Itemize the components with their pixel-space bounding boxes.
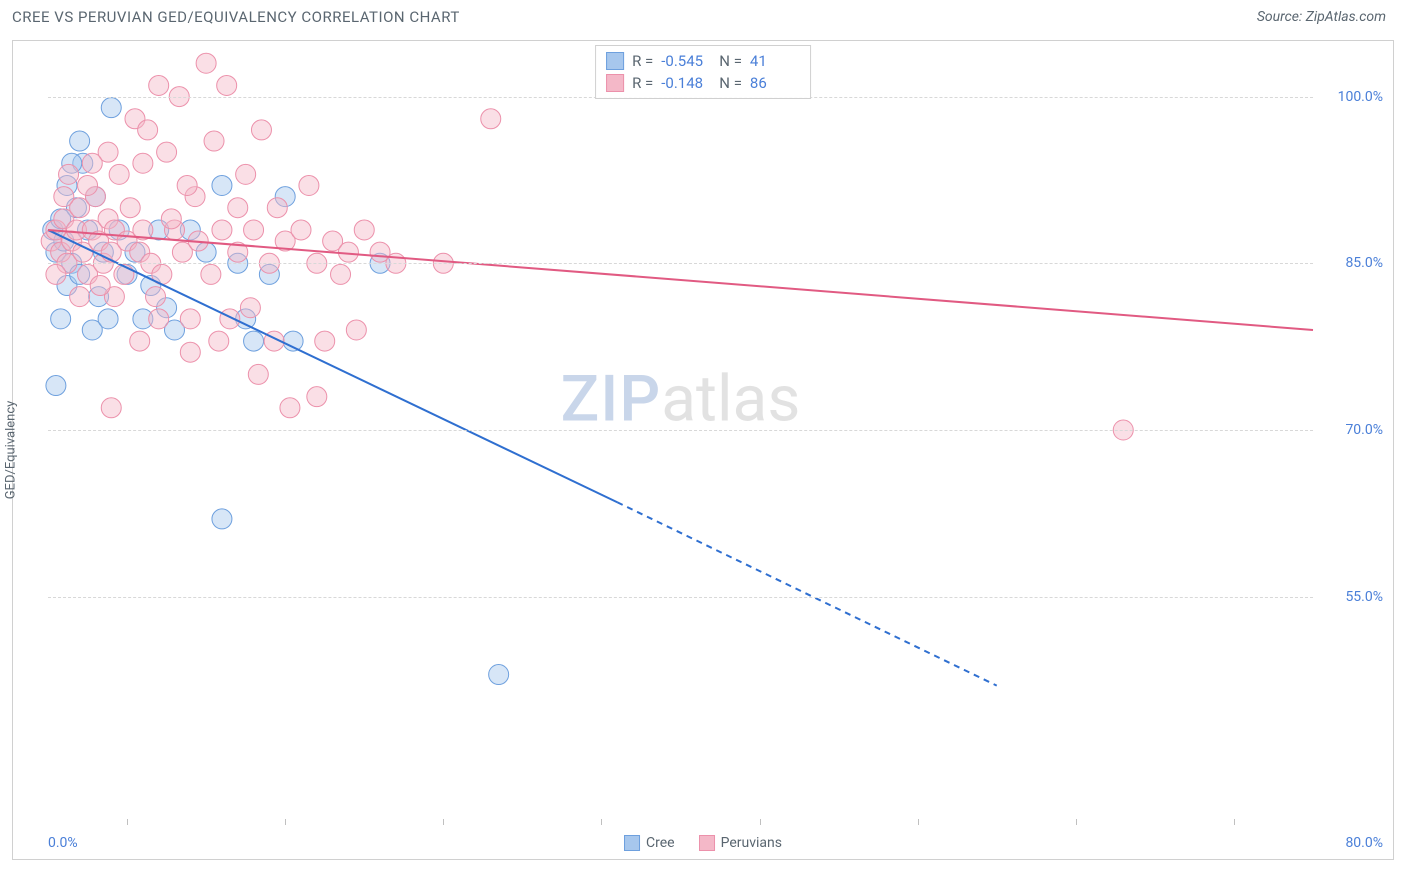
scatter-point <box>109 164 129 184</box>
scatter-point <box>101 98 121 118</box>
correlation-legend: R = -0.545 N = 41 R = -0.148 N = 86 <box>595 45 811 99</box>
scatter-point <box>133 153 153 173</box>
legend-label: Cree <box>646 835 675 851</box>
x-tick <box>443 819 444 825</box>
gridline <box>48 597 1313 598</box>
chart-header: CREE VS PERUVIAN GED/EQUIVALENCY CORRELA… <box>0 0 1406 30</box>
scatter-point <box>331 264 351 284</box>
stat-n-value: 86 <box>750 74 800 92</box>
gridline <box>48 263 1313 264</box>
scatter-point <box>220 309 240 329</box>
legend-swatch <box>624 835 640 851</box>
scatter-point <box>114 264 134 284</box>
scatter-point <box>149 75 169 95</box>
scatter-point <box>280 398 300 418</box>
y-tick-label: 85.0% <box>1345 255 1383 271</box>
scatter-point <box>130 331 150 351</box>
stat-r-value: -0.148 <box>661 74 711 92</box>
scatter-point <box>354 220 374 240</box>
scatter-point <box>138 120 158 140</box>
y-tick-label: 100.0% <box>1338 89 1383 105</box>
stat-r-label: R = <box>632 74 653 92</box>
scatter-point <box>157 142 177 162</box>
y-tick-label: 55.0% <box>1345 589 1383 605</box>
correlation-legend-row: R = -0.148 N = 86 <box>606 72 800 94</box>
scatter-point <box>101 398 121 418</box>
y-tick-label: 70.0% <box>1345 422 1383 438</box>
gridline <box>48 430 1313 431</box>
scatter-point <box>120 198 140 218</box>
legend-swatch <box>606 52 624 70</box>
x-tick <box>760 819 761 825</box>
chart-source: Source: ZipAtlas.com <box>1257 9 1386 25</box>
scatter-point <box>489 665 509 685</box>
scatter-point <box>248 364 268 384</box>
scatter-point <box>201 264 221 284</box>
legend-label: Peruvians <box>721 835 782 851</box>
scatter-point <box>70 287 90 307</box>
scatter-point <box>54 187 74 207</box>
scatter-point <box>180 309 200 329</box>
scatter-point <box>149 309 169 329</box>
scatter-point <box>291 220 311 240</box>
scatter-point <box>98 309 118 329</box>
scatter-point <box>70 131 90 151</box>
legend-swatch <box>606 74 624 92</box>
scatter-point <box>46 376 66 396</box>
scatter-point <box>244 220 264 240</box>
scatter-point <box>82 153 102 173</box>
y-axis-label: GED/Equivalency <box>4 401 19 500</box>
scatter-point <box>236 164 256 184</box>
scatter-point <box>177 175 197 195</box>
scatter-point <box>251 120 271 140</box>
legend-item: Cree <box>624 835 675 851</box>
chart-container: GED/Equivalency ZIPatlas 100.0%85.0%70.0… <box>12 40 1394 860</box>
correlation-legend-row: R = -0.545 N = 41 <box>606 50 800 72</box>
scatter-point <box>228 198 248 218</box>
scatter-point <box>315 331 335 351</box>
scatter-point <box>212 220 232 240</box>
scatter-point <box>481 109 501 129</box>
scatter-point <box>46 264 66 284</box>
scatter-point <box>307 387 327 407</box>
x-tick <box>1076 819 1077 825</box>
series-legend: Cree Peruvians <box>624 835 782 851</box>
stat-r-value: -0.545 <box>661 52 711 70</box>
scatter-point <box>212 509 232 529</box>
scatter-point <box>212 175 232 195</box>
x-tick <box>127 819 128 825</box>
stat-r-label: R = <box>632 52 653 70</box>
x-tick <box>285 819 286 825</box>
x-tick <box>918 819 919 825</box>
x-axis-max-label: 80.0% <box>1345 835 1383 851</box>
scatter-point <box>217 75 237 95</box>
regression-line-extrapolated <box>617 502 997 685</box>
scatter-point <box>78 175 98 195</box>
scatter-point <box>244 331 264 351</box>
scatter-point <box>59 164 79 184</box>
x-tick <box>601 819 602 825</box>
chart-title: CREE VS PERUVIAN GED/EQUIVALENCY CORRELA… <box>12 8 460 26</box>
scatter-point <box>180 342 200 362</box>
scatter-point <box>267 198 287 218</box>
scatter-point <box>196 53 216 73</box>
x-axis-min-label: 0.0% <box>48 835 78 851</box>
scatter-point <box>146 287 166 307</box>
scatter-point <box>90 276 110 296</box>
scatter-point <box>240 298 260 318</box>
stat-n-value: 41 <box>750 52 800 70</box>
scatter-point <box>161 209 181 229</box>
scatter-point <box>299 175 319 195</box>
legend-item: Peruvians <box>699 835 782 851</box>
scatter-point <box>204 131 224 151</box>
legend-swatch <box>699 835 715 851</box>
scatter-point <box>346 320 366 340</box>
stat-n-label: N = <box>719 74 742 92</box>
scatter-point <box>51 309 71 329</box>
stat-n-label: N = <box>719 52 742 70</box>
scatter-point <box>209 331 229 351</box>
plot-area: ZIPatlas 100.0%85.0%70.0%55.0% <box>48 41 1313 819</box>
x-tick <box>1234 819 1235 825</box>
